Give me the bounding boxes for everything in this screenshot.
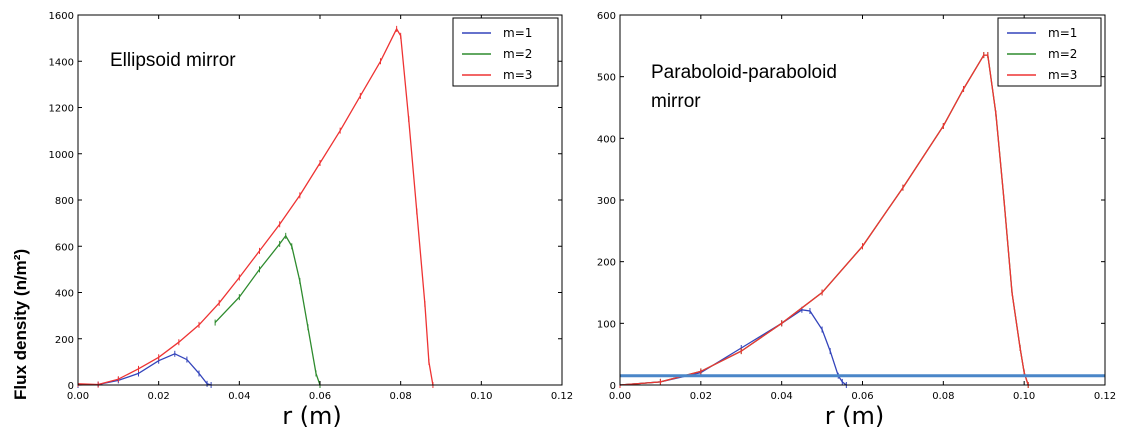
y-tick-label: 1200 bbox=[49, 104, 74, 115]
y-tick-label: 0 bbox=[68, 381, 74, 392]
legend-label-m=1: m=1 bbox=[1048, 26, 1077, 40]
y-tick-label: 1000 bbox=[49, 150, 74, 161]
y-tick-label: 100 bbox=[597, 319, 616, 330]
y-tick-label: 600 bbox=[597, 11, 616, 22]
x-tick-label: 0.00 bbox=[67, 391, 89, 402]
y-tick-label: 400 bbox=[597, 134, 616, 145]
x-tick-label: 0.06 bbox=[851, 391, 873, 402]
series-line-m=1 bbox=[77, 353, 212, 386]
x-tick-label: 0.10 bbox=[1013, 391, 1035, 402]
chart-annotation: mirror bbox=[651, 91, 701, 112]
y-tick-label: 1400 bbox=[49, 57, 74, 68]
y-tick-label: 400 bbox=[55, 289, 74, 300]
x-tick-label: 0.06 bbox=[309, 391, 331, 402]
chart-annotation: Ellipsoid mirror bbox=[110, 50, 236, 71]
series-line-m=2 bbox=[214, 234, 321, 386]
legend-label-m=3: m=3 bbox=[503, 68, 532, 82]
x-tick-label: 0.02 bbox=[148, 391, 170, 402]
series-line-m=1 bbox=[619, 309, 847, 386]
series-line-m=3 bbox=[619, 54, 1029, 386]
y-tick-label: 600 bbox=[55, 242, 74, 253]
shared-y-axis-label: Flux density (n/m²) bbox=[11, 249, 30, 400]
paraboloid-mirror-panel: 0.00 0.02 0.04 0.06 0.08 0.10 0.12 0 100 200 300 40… bbox=[597, 11, 1116, 430]
ellipsoid-mirror-panel: 0.00 0.02 0.04 0.06 0.08 0.10 0.12 0 200 400 600 80… bbox=[49, 11, 574, 430]
x-tick-label: 0.08 bbox=[390, 391, 412, 402]
legend-label-m=3: m=3 bbox=[1048, 68, 1077, 82]
y-tick-label: 500 bbox=[597, 73, 616, 84]
x-axis-label: r (m) bbox=[282, 402, 342, 430]
legend-label-m=2: m=2 bbox=[503, 47, 532, 61]
x-tick-label: 0.12 bbox=[1094, 391, 1116, 402]
series-line-m=3 bbox=[77, 27, 434, 386]
x-tick-label: 0.04 bbox=[228, 391, 250, 402]
x-axis-label: r (m) bbox=[825, 402, 885, 430]
x-tick-label: 0.10 bbox=[470, 391, 492, 402]
y-tick-label: 800 bbox=[55, 196, 74, 207]
y-tick-label: 200 bbox=[597, 258, 616, 269]
x-tick-label: 0.02 bbox=[690, 391, 712, 402]
x-tick-label: 0.00 bbox=[609, 391, 631, 402]
x-tick-label: 0.12 bbox=[551, 391, 573, 402]
y-tick-label: 0 bbox=[610, 381, 616, 392]
x-tick-label: 0.08 bbox=[932, 391, 954, 402]
x-tick-label: 0.04 bbox=[771, 391, 793, 402]
y-tick-label: 1600 bbox=[49, 11, 74, 22]
y-tick-label: 300 bbox=[597, 196, 616, 207]
legend-label-m=1: m=1 bbox=[503, 26, 532, 40]
legend-label-m=2: m=2 bbox=[1048, 47, 1077, 61]
chart-annotation: Paraboloid-paraboloid bbox=[651, 62, 837, 83]
y-tick-label: 200 bbox=[55, 335, 74, 346]
